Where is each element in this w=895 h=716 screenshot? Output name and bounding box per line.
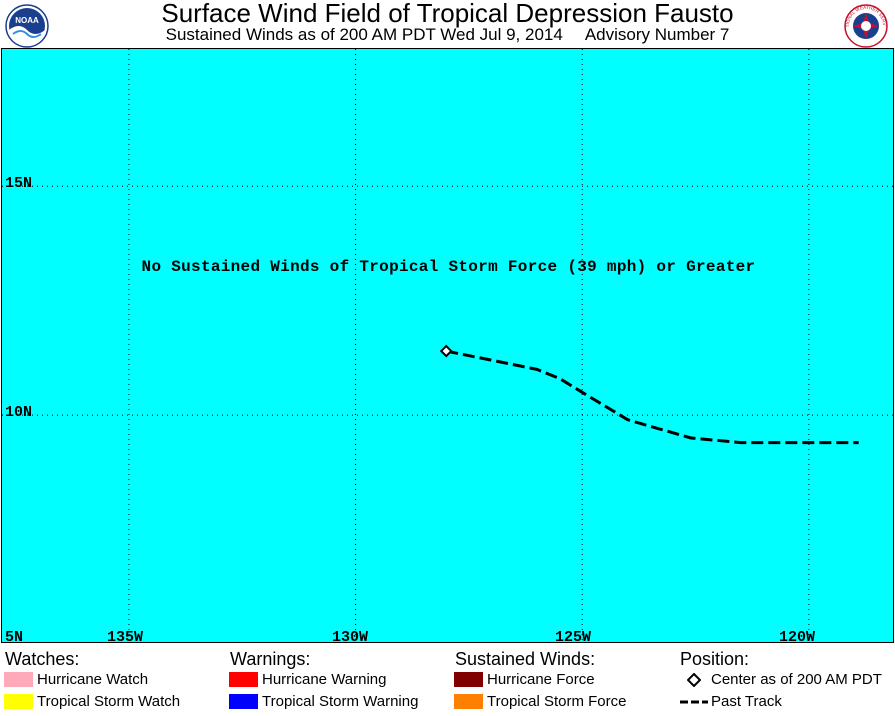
lat-lon-grid: [2, 49, 893, 642]
hurricane-watch-label: Hurricane Watch: [37, 671, 149, 688]
tropical-storm-watch-label: Tropical Storm Watch: [37, 693, 181, 710]
legend-watches-heading: Watches:: [5, 649, 80, 669]
lon-label-120w: 120W: [779, 629, 816, 643]
no-winds-notice: No Sustained Winds of Tropical Storm For…: [141, 258, 756, 276]
map-title: Surface Wind Field of Tropical Depressio…: [161, 0, 734, 28]
diamond-icon: [687, 673, 701, 687]
legend-position-heading: Position:: [680, 649, 750, 669]
noaa-logo-text: NOAA: [15, 16, 39, 25]
tropical-storm-force-label: Tropical Storm Force: [487, 693, 627, 710]
hurricane-force-swatch: [454, 672, 483, 687]
lat-label-15n: 15N: [5, 175, 33, 192]
center-position-marker: [439, 344, 453, 358]
legend-sustained-winds-heading: Sustained Winds:: [455, 649, 596, 669]
lon-label-135w: 135W: [107, 629, 144, 643]
nws-logo-icon: NATIONAL WEATHER SERVICE: [844, 4, 888, 48]
legend-warnings-heading: Warnings:: [230, 649, 311, 669]
hurricane-force-label: Hurricane Force: [487, 671, 595, 688]
map-subtitle: Sustained Winds as of 200 AM PDT Wed Jul…: [0, 25, 895, 45]
tropical-storm-warning-label: Tropical Storm Warning: [262, 693, 419, 710]
past-track-label: Past Track: [711, 693, 782, 710]
lon-label-130w: 130W: [332, 629, 369, 643]
hurricane-warning-swatch: [229, 672, 258, 687]
past-track-line: [445, 349, 859, 445]
advisory-number: Advisory Number 7: [584, 25, 730, 44]
center-position-label: Center as of 200 AM PDT: [711, 671, 882, 688]
track-layer: [439, 344, 859, 445]
lon-label-125w: 125W: [555, 629, 592, 643]
map-canvas: [2, 49, 893, 642]
hurricane-watch-swatch: [4, 672, 33, 687]
tropical-storm-warning-swatch: [229, 694, 258, 709]
map-area: No Sustained Winds of Tropical Storm For…: [1, 48, 894, 643]
tropical-storm-watch-swatch: [4, 694, 33, 709]
tropical-storm-force-swatch: [454, 694, 483, 709]
valid-time: Sustained Winds as of 200 AM PDT Wed Jul…: [165, 25, 563, 44]
hurricane-warning-label: Hurricane Warning: [262, 671, 387, 688]
lat-label-5n: 5N: [5, 629, 24, 643]
noaa-logo-icon: NOAA: [5, 4, 49, 48]
lat-label-10n: 10N: [5, 404, 33, 421]
dashed-line-icon: [680, 700, 708, 704]
legend: Watches: Hurricane Watch Tropical Storm …: [0, 645, 895, 716]
